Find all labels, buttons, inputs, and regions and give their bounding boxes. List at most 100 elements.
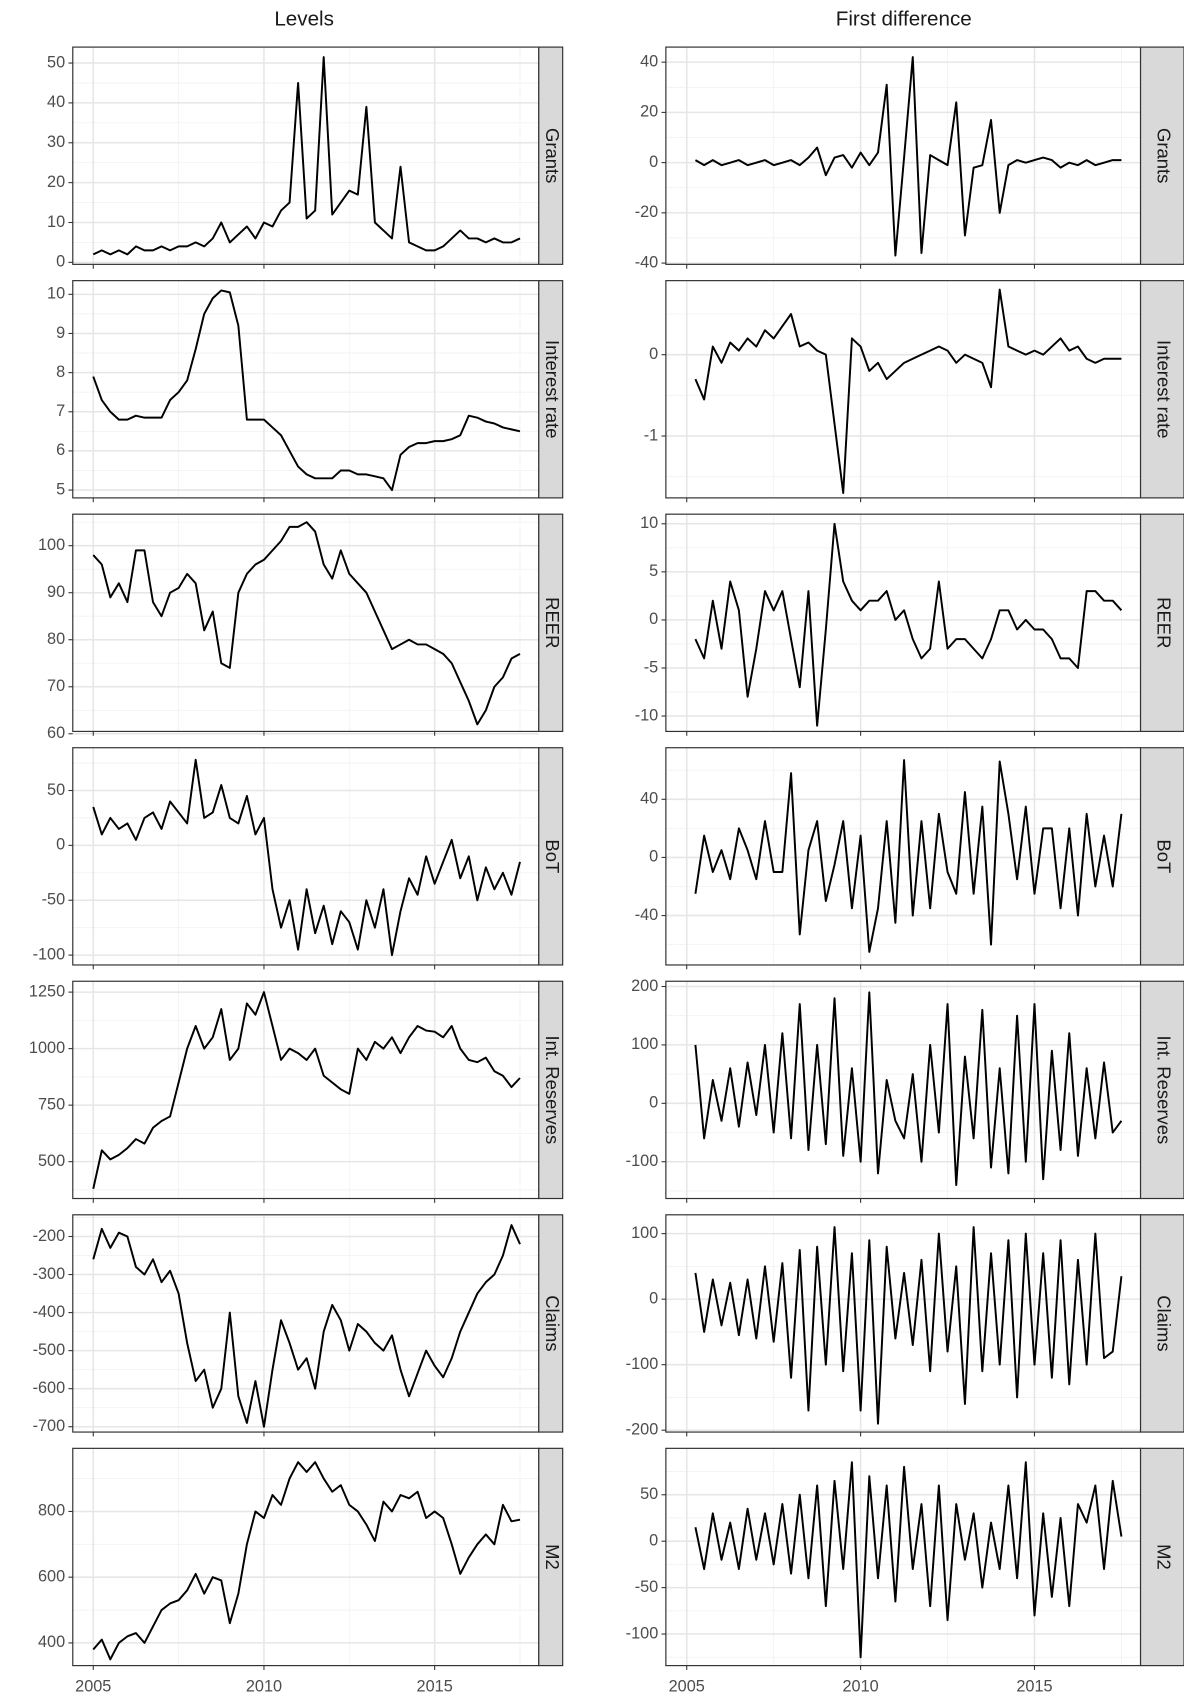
panel-background <box>665 514 1141 732</box>
y-tick-label: -50 <box>42 891 66 909</box>
strip <box>538 1214 564 1433</box>
y-tick-label: 0 <box>649 848 658 866</box>
y-tick-label: 0 <box>649 1289 658 1307</box>
y-tick-label: -40 <box>635 253 659 271</box>
y-tick-label: -20 <box>635 203 659 221</box>
y-tick-label: 50 <box>640 1485 658 1503</box>
strip <box>538 513 564 733</box>
y-tick-label: 10 <box>47 285 65 303</box>
y-tick-label: 40 <box>640 52 658 70</box>
series-line <box>92 289 521 492</box>
panel-background <box>665 280 1141 498</box>
y-tick-label: 40 <box>47 93 65 111</box>
strip-label: M2 <box>542 1544 563 1570</box>
y-tick-label: 8 <box>56 363 65 381</box>
y-tick-label: -100 <box>33 945 66 963</box>
y-tick-label: 6 <box>56 441 65 459</box>
y-tick-label: -100 <box>626 1624 659 1642</box>
strip <box>538 1447 564 1667</box>
strip-label: Interest rate <box>542 340 563 438</box>
strip <box>1139 1447 1184 1667</box>
strip-label: BoT <box>1153 839 1174 873</box>
strip <box>1139 980 1184 1200</box>
series-line <box>92 1224 521 1428</box>
x-tick-label: 2015 <box>1016 1678 1052 1696</box>
strip-label: Interest rate <box>1153 340 1174 438</box>
x-tick-label: 2015 <box>417 1678 453 1696</box>
y-tick-label: 30 <box>47 133 65 151</box>
y-tick-label: 50 <box>47 781 65 799</box>
strip <box>538 280 564 499</box>
y-tick-label: -400 <box>33 1303 66 1321</box>
series-line <box>694 288 1122 494</box>
y-tick-label: -40 <box>635 906 659 924</box>
panel-background <box>72 514 539 732</box>
strip <box>1139 513 1184 733</box>
strip <box>538 980 564 1200</box>
column-title: Levels <box>274 7 334 30</box>
y-tick-label: 500 <box>38 1152 65 1170</box>
x-tick-label: 2010 <box>842 1678 878 1696</box>
y-tick-label: 40 <box>640 790 658 808</box>
y-tick-label: -50 <box>635 1578 659 1596</box>
y-tick-label: 0 <box>649 610 658 628</box>
y-tick-label: 90 <box>47 583 65 601</box>
panel-background <box>72 47 539 265</box>
panel-background <box>72 1214 539 1433</box>
y-tick-label: 0 <box>649 1094 658 1112</box>
y-tick-label: -600 <box>33 1379 66 1397</box>
strip-label: Int. Reserves <box>1153 1036 1174 1145</box>
y-tick-label: 1250 <box>29 982 65 1000</box>
y-tick-label: 100 <box>631 1035 658 1053</box>
y-tick-label: -1 <box>644 426 658 444</box>
y-tick-label: 0 <box>56 836 65 854</box>
panel-background <box>665 47 1141 265</box>
strip <box>538 747 564 966</box>
y-tick-label: 800 <box>38 1502 65 1520</box>
y-tick-label: 5 <box>56 480 65 498</box>
y-tick-label: -200 <box>626 1421 659 1439</box>
y-tick-label: 20 <box>640 103 658 121</box>
y-tick-label: -5 <box>644 658 658 676</box>
strip <box>1139 280 1184 499</box>
strip-label: Grants <box>542 128 563 183</box>
y-tick-label: 1000 <box>29 1039 65 1057</box>
series-line <box>92 1461 521 1661</box>
y-tick-label: -200 <box>33 1227 66 1245</box>
y-tick-label: 10 <box>640 514 658 532</box>
strip <box>538 46 564 265</box>
series-line <box>92 758 521 957</box>
y-tick-label: 7 <box>56 402 65 420</box>
series-line <box>92 521 521 726</box>
series-line <box>92 56 521 256</box>
y-tick-label: -700 <box>33 1417 66 1435</box>
strip <box>1139 747 1184 966</box>
y-tick-label: 70 <box>47 677 65 695</box>
y-tick-label: -300 <box>33 1265 66 1283</box>
y-tick-label: 400 <box>38 1633 65 1651</box>
strip-label: Claims <box>542 1295 563 1351</box>
y-tick-label: 0 <box>56 253 65 271</box>
series-line <box>694 1461 1123 1659</box>
strip <box>1139 46 1184 265</box>
strip-label: REER <box>542 597 563 648</box>
y-tick-label: -100 <box>626 1152 659 1170</box>
y-tick-label: 600 <box>38 1567 65 1585</box>
series-line <box>694 991 1123 1187</box>
y-tick-label: 750 <box>38 1095 65 1113</box>
series-line <box>92 991 521 1190</box>
y-tick-label: 0 <box>649 1531 658 1549</box>
y-tick-label: 200 <box>631 977 658 995</box>
series-line <box>694 522 1123 727</box>
y-tick-label: -500 <box>33 1341 66 1359</box>
series-line <box>694 56 1122 257</box>
y-tick-label: 20 <box>47 173 65 191</box>
strip-label: Grants <box>1153 128 1174 183</box>
strip-label: BoT <box>542 839 563 873</box>
strip-label: Claims <box>1153 1295 1174 1351</box>
strip <box>1139 1214 1184 1433</box>
y-tick-label: 0 <box>649 153 658 171</box>
y-tick-label: 9 <box>56 324 65 342</box>
panel-background <box>665 981 1141 1199</box>
